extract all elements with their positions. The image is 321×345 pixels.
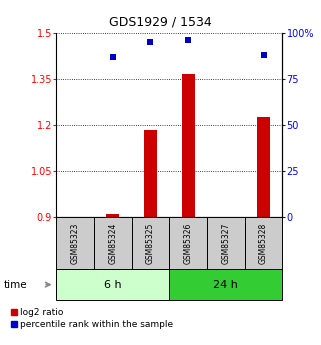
Bar [182,74,195,217]
Text: GSM85327: GSM85327 [221,223,230,264]
Bar [106,214,119,217]
Bar [169,269,282,300]
Point [148,39,153,45]
Bar [207,217,245,269]
Text: 24 h: 24 h [213,280,238,289]
Bar [169,217,207,269]
Bar [144,130,157,217]
Text: GSM85325: GSM85325 [146,223,155,264]
Point [186,37,191,43]
Bar [257,117,270,217]
Point [261,52,266,58]
Text: GSM85323: GSM85323 [71,223,80,264]
Bar [56,217,94,269]
Text: GSM85326: GSM85326 [184,223,193,264]
Text: 6 h: 6 h [104,280,122,289]
Text: time: time [3,280,27,289]
Legend: log2 ratio, percentile rank within the sample: log2 ratio, percentile rank within the s… [11,308,173,329]
Point [110,54,115,60]
Text: GSM85324: GSM85324 [108,223,117,264]
Text: GDS1929 / 1534: GDS1929 / 1534 [109,16,212,29]
Text: GSM85328: GSM85328 [259,223,268,264]
Bar [94,217,132,269]
Bar [56,269,169,300]
Bar [132,217,169,269]
Bar [245,217,282,269]
